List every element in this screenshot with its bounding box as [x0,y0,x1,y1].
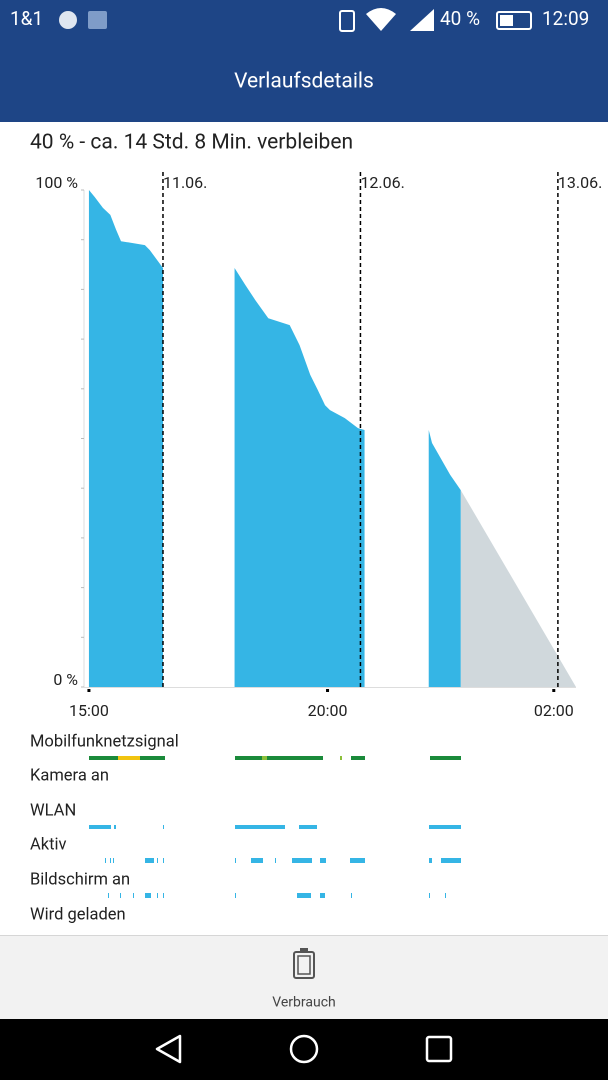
wlan-segment [89,825,111,829]
activity-label: Kamera an [30,766,109,785]
summary: 40 % - ca. 14 Std. 8 Min. verbleiben [30,131,353,155]
x-tick [87,689,91,692]
active-tick [320,858,326,863]
active-tick [105,858,106,863]
screen-tick [445,893,446,898]
active-tick [251,858,263,863]
active-bar [105,858,461,863]
activity-labels: Mobilfunknetzsignal Kamera an WLAN Aktiv… [30,732,179,924]
screen-tick [120,893,121,898]
x-tick-label: 20:00 [308,701,348,720]
wlan-segment [163,825,164,829]
nav-back[interactable] [155,1034,182,1064]
screen-tick [351,893,352,898]
battery-area [88,190,461,687]
date-label: 12.06. [360,173,404,192]
nav-recents[interactable] [425,1035,453,1063]
battery-level [500,15,513,26]
battery-icon [496,11,532,30]
active-tick [110,858,111,863]
screen-tick [108,893,109,898]
activity-label: WLAN [30,801,76,820]
activity-label: Bildschirm an [30,870,130,889]
active-tick [113,858,114,863]
screen-tick [320,893,325,898]
signal-segment [235,756,323,760]
tab-label: Verbrauch [272,995,336,1011]
screen-tick [163,893,164,898]
activity-label: Wird geladen [30,905,126,924]
active-tick [235,858,236,863]
active-tick [429,858,432,863]
y-tick-label: 100 % [35,173,78,192]
vibrate-icon [339,10,355,32]
clock: 12:09 [542,7,589,30]
active-tick [163,858,164,863]
screen-tick [297,893,311,898]
status-icon [88,11,107,29]
screen-tick [145,893,151,898]
signal-segment [351,756,365,760]
nav-home[interactable] [289,1034,319,1064]
screen-on-bar [108,893,446,898]
screen-tick [133,893,134,898]
y-tick-label: 0 % [53,670,78,689]
wlan-bar [89,825,461,829]
wlan-segment [114,825,116,829]
date-label: 11.06. [163,173,207,192]
active-tick [350,858,365,863]
wlan-segment [299,825,317,829]
active-tick [292,858,312,863]
wlan-segment [429,825,461,829]
signal-segment [340,756,342,760]
battery-percent: 40 % [440,7,480,30]
active-tick [157,858,158,863]
activity-label: Aktiv [30,835,67,854]
carrier: 1&1 [10,7,43,30]
screen-tick [235,893,236,898]
active-tick [145,858,154,863]
active-tick [275,858,276,863]
title: Verlaufsdetails [234,70,374,94]
battery-chart: 0 % 100 % 15:00 20:00 02:00 11.06. 12.06. 13.06… [35,172,602,720]
x-tick-label: 02:00 [534,701,574,720]
date-label: 13.06. [558,173,602,192]
signal-segment [262,756,267,760]
x-tick [326,689,330,692]
screen-tick [157,893,158,898]
mobile-signal-bar [89,756,461,760]
battery-tab-icon-inner [297,955,311,975]
wlan-segment [235,825,285,829]
signal-icon [410,9,434,31]
activity-label: Mobilfunknetzsignal [30,732,179,751]
x-tick [552,689,556,692]
wifi-icon [366,8,396,31]
usage-tab[interactable]: Verbrauch [272,948,336,1011]
signal-segment [430,756,461,760]
nav-bar [0,1019,608,1080]
x-tick-label: 15:00 [69,701,109,720]
signal-segment [118,756,140,760]
battery-area [460,490,576,687]
status-icon [59,11,77,29]
screen-tick [429,893,430,898]
battery-tab-icon-cap [300,948,308,952]
active-tick [441,858,461,863]
